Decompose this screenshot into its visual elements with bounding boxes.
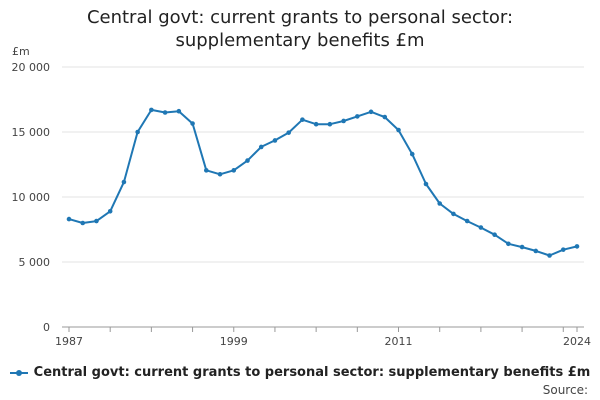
x-tick-label: 1999 — [220, 335, 248, 348]
data-point — [108, 209, 113, 214]
y-tick-label: 20 000 — [12, 61, 51, 74]
data-point — [314, 122, 319, 127]
data-point — [286, 130, 291, 135]
data-point — [67, 217, 72, 222]
data-point — [561, 247, 566, 252]
data-point — [300, 117, 305, 122]
data-point — [259, 145, 264, 150]
data-point — [177, 109, 182, 114]
data-point — [410, 152, 415, 157]
legend-series-label: Central govt: current grants to personal… — [34, 365, 591, 380]
data-point — [396, 128, 401, 133]
data-point — [575, 244, 580, 249]
data-point — [369, 110, 374, 115]
data-point — [122, 180, 127, 185]
x-tick-label: 1987 — [55, 335, 83, 348]
data-point — [479, 225, 484, 230]
x-tick-label: 2011 — [385, 335, 413, 348]
data-point — [163, 110, 168, 115]
data-point — [218, 172, 223, 177]
data-point — [451, 212, 456, 217]
data-point — [492, 232, 497, 237]
data-point — [80, 221, 85, 226]
data-point — [190, 121, 195, 126]
y-tick-label: 15 000 — [12, 126, 51, 139]
data-point — [437, 201, 442, 206]
data-point — [382, 115, 387, 120]
data-point — [534, 249, 539, 254]
data-point — [355, 114, 360, 119]
legend-series-swatch — [10, 368, 28, 378]
data-point — [520, 245, 525, 250]
data-point — [465, 219, 470, 224]
source-label: Source: — [543, 383, 588, 397]
y-tick-label: 5 000 — [19, 256, 51, 269]
data-point — [424, 182, 429, 187]
x-tick-label: 2024 — [563, 335, 591, 348]
legend[interactable]: Central govt: current grants to personal… — [0, 365, 600, 380]
data-point — [245, 158, 250, 163]
y-tick-label: 0 — [43, 321, 50, 334]
data-point — [149, 108, 154, 113]
data-point — [94, 219, 99, 224]
y-tick-label: 10 000 — [12, 191, 51, 204]
data-point — [273, 138, 278, 143]
data-point — [328, 122, 333, 127]
data-point — [547, 253, 552, 258]
data-point — [135, 130, 140, 135]
data-point — [204, 168, 209, 173]
data-point — [231, 168, 236, 173]
data-point — [341, 119, 346, 124]
data-point — [506, 242, 511, 247]
